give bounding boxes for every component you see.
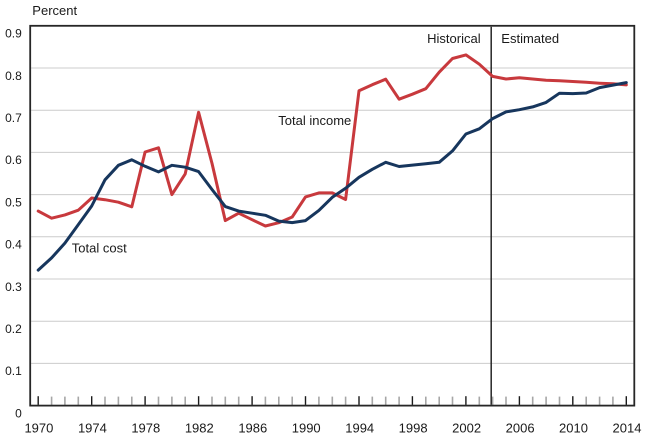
svg-text:0.6: 0.6 (5, 153, 22, 167)
svg-text:1986: 1986 (238, 420, 267, 435)
svg-text:1974: 1974 (78, 420, 107, 435)
svg-text:0.2: 0.2 (5, 322, 22, 336)
svg-text:1982: 1982 (185, 420, 214, 435)
svg-text:0.4: 0.4 (5, 238, 22, 252)
svg-text:0.8: 0.8 (5, 69, 22, 83)
svg-text:Total cost: Total cost (72, 240, 127, 255)
svg-text:1998: 1998 (399, 420, 428, 435)
svg-text:1978: 1978 (131, 420, 160, 435)
svg-text:0.1: 0.1 (5, 364, 22, 378)
svg-text:Estimated: Estimated (501, 31, 559, 46)
svg-text:2010: 2010 (559, 420, 588, 435)
svg-text:2002: 2002 (452, 420, 481, 435)
svg-text:Percent: Percent (32, 3, 77, 18)
svg-text:0.9: 0.9 (5, 27, 22, 41)
svg-text:0.3: 0.3 (5, 280, 22, 294)
svg-text:2014: 2014 (613, 420, 642, 435)
svg-text:0.5: 0.5 (5, 195, 22, 209)
svg-text:0: 0 (15, 406, 22, 420)
svg-text:Total income: Total income (278, 113, 351, 128)
svg-text:1994: 1994 (345, 420, 374, 435)
svg-text:Historical: Historical (427, 31, 481, 46)
svg-text:0.7: 0.7 (5, 111, 22, 125)
svg-text:1990: 1990 (292, 420, 321, 435)
svg-text:1970: 1970 (24, 420, 53, 435)
svg-text:2006: 2006 (506, 420, 535, 435)
